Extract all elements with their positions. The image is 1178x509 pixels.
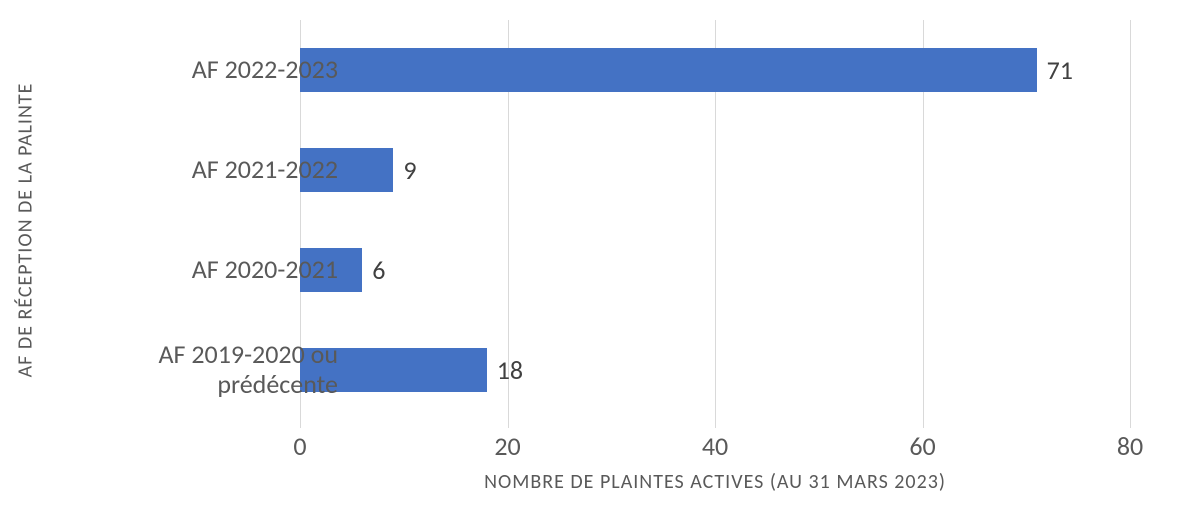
x-tick-label: 80	[1117, 430, 1143, 462]
bar-row: 71	[300, 20, 1130, 120]
category-label: AF 2021-2022	[88, 120, 338, 220]
bar-value-label: 71	[1047, 54, 1073, 86]
bar-row: 6	[300, 220, 1130, 320]
category-label: AF 2019-2020 ou prédécente	[88, 320, 338, 420]
y-axis-title-text: AF DE RÉCEPTION DE LA PALINTE	[13, 83, 37, 378]
bar-row: 9	[300, 120, 1130, 220]
bar-value-label: 18	[497, 354, 523, 386]
x-tick-mark	[300, 420, 301, 428]
x-tick-mark	[715, 420, 716, 428]
x-tick-mark	[508, 420, 509, 428]
x-axis-title: NOMBRE DE PLAINTES ACTIVES (AU 31 MARS 2…	[484, 470, 946, 494]
category-label: AF 2022-2023	[88, 20, 338, 120]
x-tick-label: 20	[494, 430, 520, 462]
plot-area: 71 9 6 18	[300, 20, 1130, 420]
bar-value-label: 9	[403, 154, 416, 186]
x-tick-label: 60	[909, 430, 935, 462]
y-axis-title: AF DE RÉCEPTION DE LA PALINTE	[5, 0, 45, 460]
grid-line	[1130, 20, 1131, 420]
bar-row: 18	[300, 320, 1130, 420]
x-tick-label: 40	[702, 430, 728, 462]
category-label: AF 2020-2021	[88, 220, 338, 320]
bar	[300, 48, 1037, 92]
x-tick-mark	[1130, 420, 1131, 428]
complaints-bar-chart: AF DE RÉCEPTION DE LA PALINTE 71 9 6 18 NOM…	[0, 0, 1178, 509]
bar-value-label: 6	[372, 254, 385, 286]
x-tick-label: 0	[293, 430, 306, 462]
x-tick-mark	[923, 420, 924, 428]
